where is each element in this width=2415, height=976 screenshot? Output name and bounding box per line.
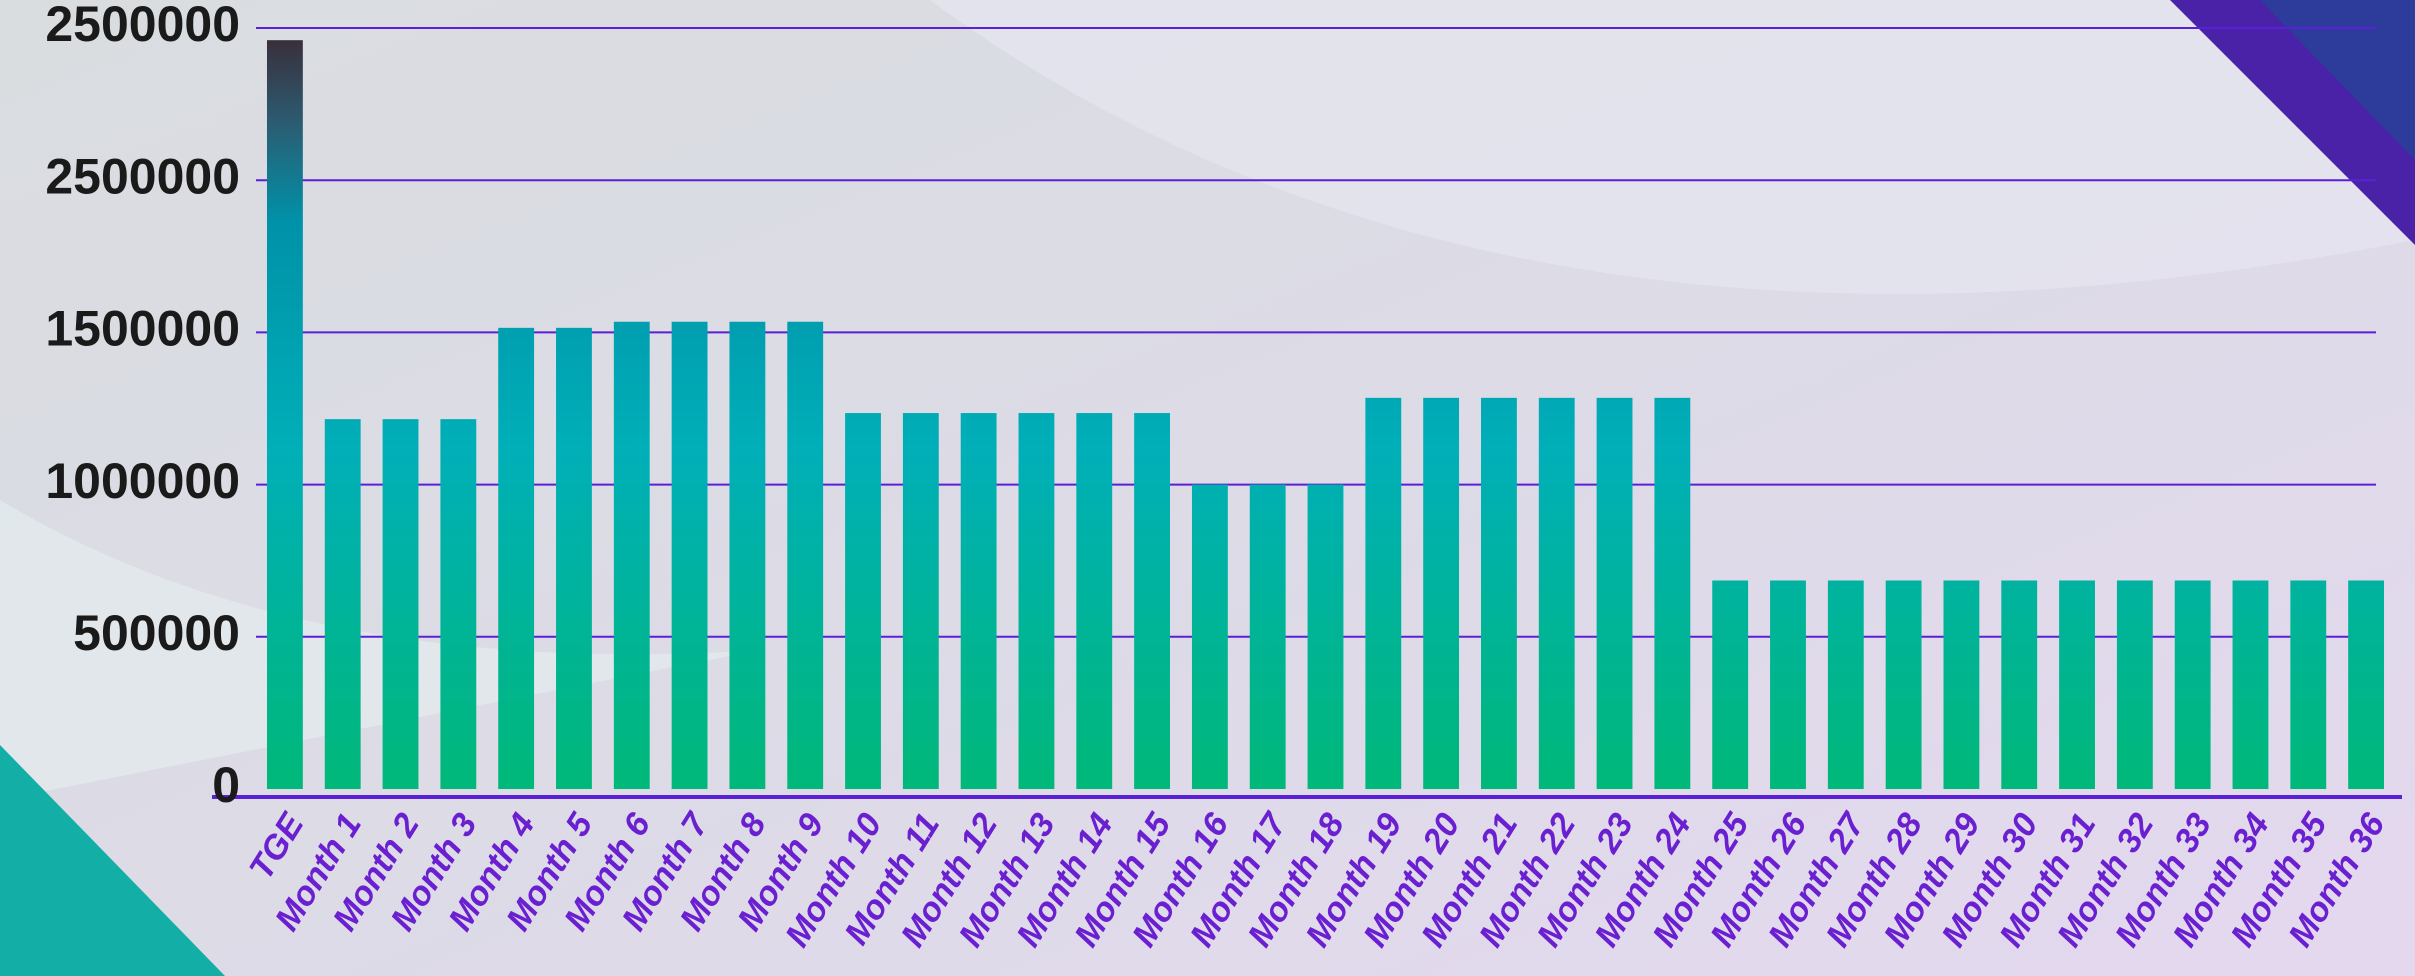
bar	[382, 419, 419, 789]
y-tick-label: 500000	[73, 605, 240, 661]
bar	[1654, 397, 1691, 789]
bar	[1712, 580, 1749, 789]
bar	[845, 413, 881, 789]
bar	[440, 419, 477, 789]
bar	[1307, 484, 1344, 789]
y-tick-label: 1500000	[45, 301, 240, 357]
bar	[1885, 580, 1922, 789]
bar	[498, 327, 535, 789]
bar	[2001, 580, 2038, 789]
bar	[671, 321, 708, 789]
bar	[1538, 397, 1575, 789]
bar	[2232, 580, 2269, 789]
bar	[2116, 580, 2153, 789]
y-tick-label: 1000000	[45, 453, 240, 509]
bar	[960, 413, 997, 789]
bar	[902, 413, 939, 789]
bar	[787, 321, 824, 789]
decor-swoosh	[0, 500, 760, 800]
bar	[1481, 397, 1517, 789]
decor-triangle	[0, 745, 225, 976]
bar	[1770, 580, 1806, 789]
bar	[1827, 580, 1864, 789]
bar	[1365, 397, 1402, 789]
bar	[1249, 484, 1286, 789]
bar	[556, 327, 592, 789]
bar	[2059, 580, 2095, 789]
decor-swoosh	[930, 0, 2415, 294]
bar	[1943, 580, 1980, 789]
bar	[1018, 413, 1055, 789]
bar	[2290, 580, 2327, 789]
bar	[1191, 484, 1228, 789]
bar	[324, 419, 361, 789]
bar	[1134, 413, 1170, 789]
bar	[2174, 580, 2211, 789]
decor-triangle	[2260, 0, 2415, 160]
y-tick-label: 0	[212, 757, 240, 813]
bar	[1596, 397, 1633, 789]
bar	[266, 40, 303, 789]
bar	[1076, 413, 1113, 789]
y-tick-label: 2500000	[45, 0, 240, 52]
bar	[613, 321, 650, 789]
bar	[2348, 580, 2385, 789]
y-tick-label: 2500000	[45, 148, 240, 204]
bar	[729, 321, 766, 789]
bar	[1423, 397, 1460, 789]
